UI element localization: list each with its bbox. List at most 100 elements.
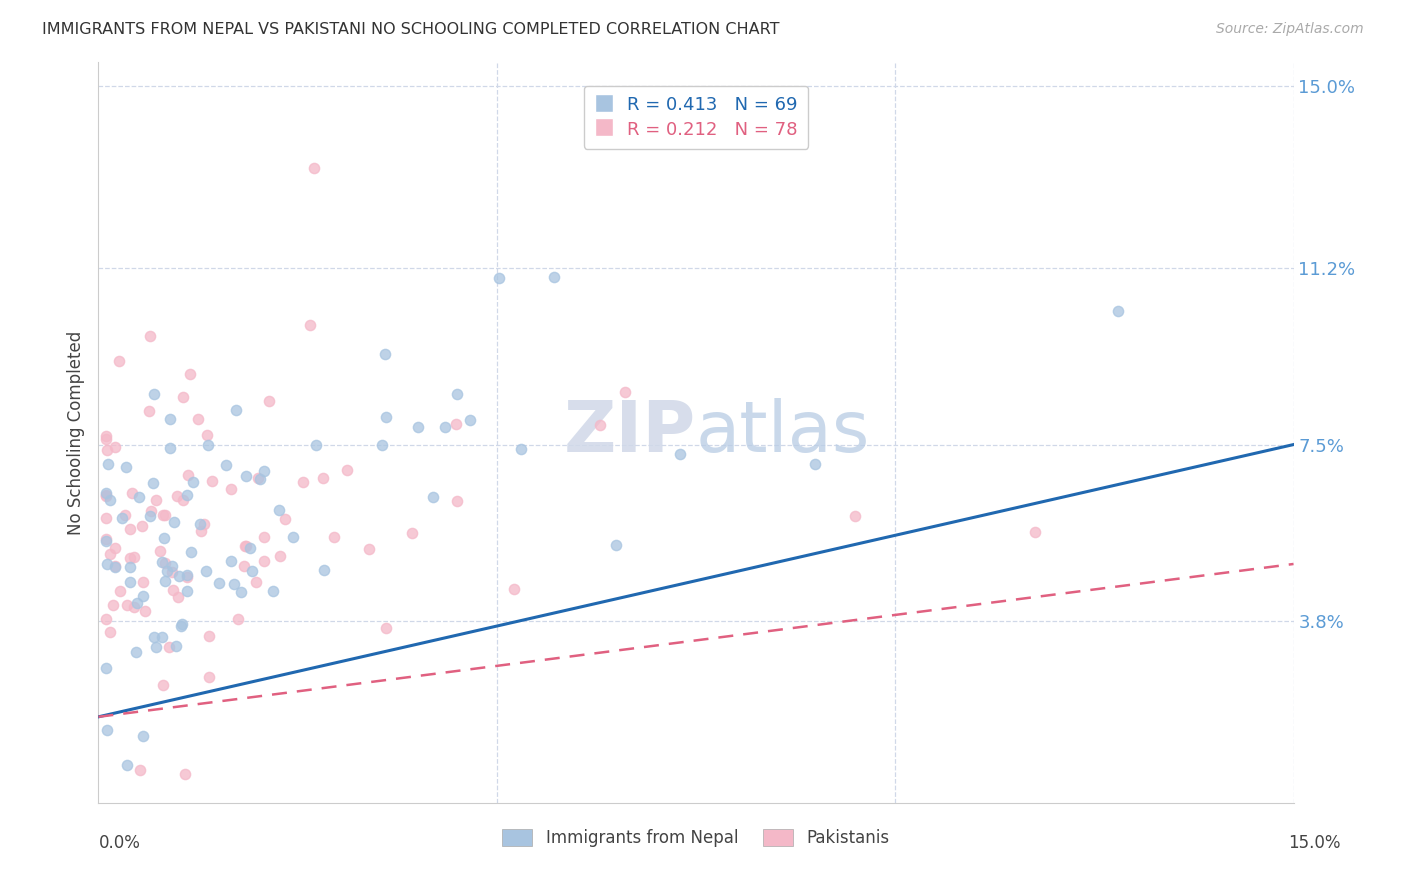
Point [139, 328, 162, 343]
Point [503, 582, 526, 597]
Point [195, 428, 218, 442]
Point [589, 418, 612, 433]
Point [143, 387, 166, 401]
Point [96, 488, 118, 502]
Point [292, 475, 315, 489]
Point [274, 511, 297, 525]
Point [305, 438, 328, 452]
Point [128, 490, 150, 504]
Point [198, 629, 221, 643]
Point [176, 569, 198, 583]
Point [188, 516, 211, 531]
Point [96, 429, 118, 443]
Point [120, 559, 142, 574]
Point [312, 563, 335, 577]
Point [401, 526, 423, 541]
Point [176, 567, 198, 582]
Point [235, 468, 257, 483]
Point [179, 367, 201, 381]
Point [101, 599, 124, 613]
Point [132, 729, 155, 743]
Point [434, 419, 457, 434]
Point [176, 488, 198, 502]
Point [543, 270, 565, 285]
Point [110, 584, 132, 599]
Point [114, 459, 136, 474]
Point [233, 539, 256, 553]
Point [224, 577, 246, 591]
Point [122, 550, 145, 565]
Point [246, 471, 269, 485]
Point [104, 559, 127, 574]
Point [97, 457, 120, 471]
Point [120, 522, 142, 536]
Point [167, 568, 190, 582]
Point [312, 471, 335, 485]
Point [96, 611, 118, 625]
Point [153, 556, 176, 570]
Point [446, 417, 468, 431]
Point [160, 558, 183, 573]
Point [458, 413, 481, 427]
Point [138, 404, 160, 418]
Point [235, 539, 257, 553]
Point [162, 566, 184, 580]
Text: atlas: atlas [696, 398, 870, 467]
Point [262, 583, 284, 598]
Point [134, 604, 156, 618]
Point [145, 640, 167, 655]
Point [150, 630, 173, 644]
Text: 15.0%: 15.0% [1288, 834, 1341, 852]
Point [375, 621, 398, 635]
Point [96, 511, 118, 525]
Point [374, 346, 396, 360]
Point [162, 582, 184, 597]
Point [269, 549, 291, 564]
Point [257, 393, 280, 408]
Point [408, 420, 430, 434]
Point [509, 442, 531, 457]
Point [201, 474, 224, 488]
Point [96, 443, 118, 458]
Point [118, 575, 141, 590]
Point [219, 482, 242, 496]
Point [177, 467, 200, 482]
Point [370, 438, 392, 452]
Point [253, 530, 276, 544]
Point [114, 508, 136, 522]
Point [96, 432, 118, 446]
Point [163, 515, 186, 529]
Text: Source: ZipAtlas.com: Source: ZipAtlas.com [1216, 22, 1364, 37]
Point [298, 318, 321, 332]
Point [145, 492, 167, 507]
Point [96, 489, 118, 503]
Point [219, 554, 242, 568]
Text: ZIP: ZIP [564, 398, 696, 467]
Point [98, 493, 121, 508]
Point [166, 489, 188, 503]
Point [187, 411, 209, 425]
Point [111, 510, 134, 524]
Point [253, 464, 276, 478]
Text: IMMIGRANTS FROM NEPAL VS PAKISTANI NO SCHOOLING COMPLETED CORRELATION CHART: IMMIGRANTS FROM NEPAL VS PAKISTANI NO SC… [42, 22, 780, 37]
Point [122, 600, 145, 615]
Point [359, 542, 381, 557]
Y-axis label: No Schooling Completed: No Schooling Completed [67, 331, 86, 534]
Point [336, 463, 359, 477]
Point [170, 616, 193, 631]
Point [190, 524, 212, 539]
Point [302, 161, 325, 175]
Point [139, 504, 162, 518]
Point [96, 723, 118, 738]
Point [96, 532, 118, 546]
Point [159, 412, 181, 426]
Point [804, 457, 827, 471]
Text: 0.0%: 0.0% [98, 834, 141, 852]
Point [115, 757, 138, 772]
Point [844, 509, 866, 524]
Point [125, 596, 148, 610]
Point [118, 551, 141, 566]
Point [96, 486, 118, 500]
Point [193, 516, 215, 531]
Point [152, 678, 174, 692]
